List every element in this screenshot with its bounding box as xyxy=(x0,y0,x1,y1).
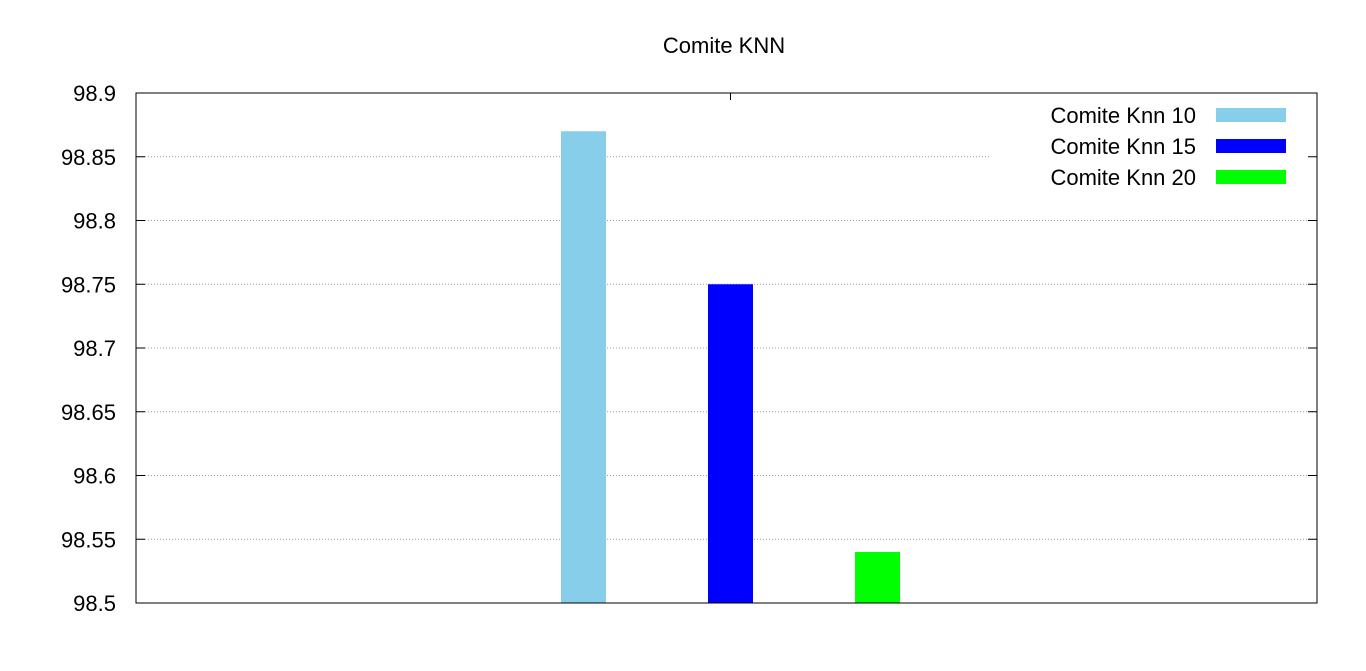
legend-swatch xyxy=(1216,170,1286,184)
y-axis-ticks: 98.5 98.55 98.6 98.65 98.7 98.75 98.8 98.85 98.9 xyxy=(61,81,1317,616)
legend-label: Comite Knn 15 xyxy=(1050,134,1196,159)
legend-label: Comite Knn 10 xyxy=(1050,103,1196,128)
chart-title: Comite KNN xyxy=(663,33,785,58)
legend-swatch xyxy=(1216,108,1286,122)
bar-2 xyxy=(708,284,753,603)
legend-swatch xyxy=(1216,139,1286,153)
y-tick-label: 98.9 xyxy=(73,81,116,106)
legend: Comite Knn 10 Comite Knn 15 Comite Knn 20 xyxy=(1050,103,1286,190)
bar-3 xyxy=(855,552,900,603)
bar-1 xyxy=(561,131,606,603)
y-tick-label: 98.65 xyxy=(61,400,116,425)
bars xyxy=(561,131,900,603)
plot-frame xyxy=(135,92,1318,604)
y-tick-label: 98.7 xyxy=(73,336,116,361)
legend-label: Comite Knn 20 xyxy=(1050,165,1196,190)
y-tick-label: 98.55 xyxy=(61,527,116,552)
y-tick-label: 98.6 xyxy=(73,464,116,489)
y-tick-label: 98.8 xyxy=(73,209,116,234)
y-tick-label: 98.75 xyxy=(61,272,116,297)
y-tick-label: 98.85 xyxy=(61,145,116,170)
y-tick-label: 98.5 xyxy=(73,591,116,616)
